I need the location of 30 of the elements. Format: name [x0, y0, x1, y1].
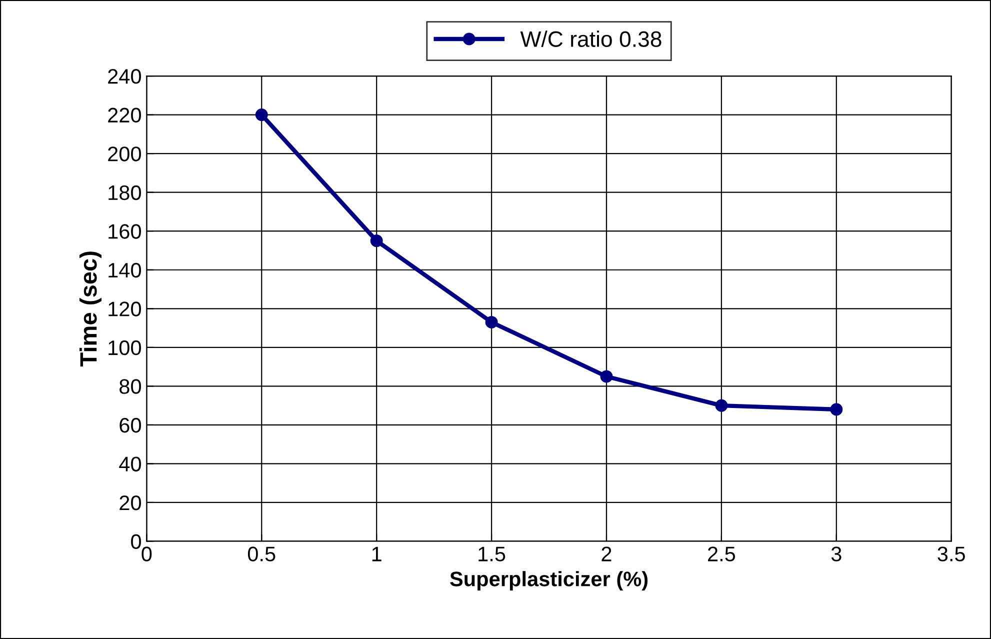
point [485, 316, 498, 328]
x-tick-label: 2.5 [708, 546, 736, 562]
y-tick-label: 180 [108, 185, 141, 200]
x-tick-label: 3 [831, 546, 842, 562]
point [600, 370, 613, 383]
y-tick-label: 240 [108, 69, 141, 84]
x-tick-label: 1 [372, 546, 382, 562]
y-tick-label: 0 [131, 534, 141, 549]
y-tick-label: 40 [119, 456, 141, 472]
y-tick-label: 140 [108, 262, 141, 278]
y-tick-label: 120 [108, 302, 141, 316]
y-tick-label: 100 [108, 340, 141, 356]
y-axis-title: Time (sec) [79, 252, 102, 367]
x-tick-label: 0.5 [248, 546, 276, 562]
x-tick-label: 0 [142, 546, 152, 562]
y-tick-label: 80 [120, 379, 141, 394]
y-tick-label: 160 [108, 224, 141, 239]
y-tick-label: 20 [120, 495, 141, 510]
y-tick-label: 200 [108, 146, 141, 162]
y-tick-label: 60 [120, 418, 141, 433]
point [370, 234, 383, 248]
x-axis-title: Superplasticizer (%) [450, 571, 648, 590]
y-tick-label: 220 [108, 108, 141, 123]
legend-label: W/C ratio 0.38 [520, 30, 662, 47]
x-tick-label: 1.5 [478, 546, 506, 562]
point [830, 403, 843, 416]
x-tick-label: 3.5 [938, 546, 965, 562]
x-tick-label: 2 [602, 546, 612, 562]
point [715, 399, 728, 412]
point [255, 108, 268, 122]
